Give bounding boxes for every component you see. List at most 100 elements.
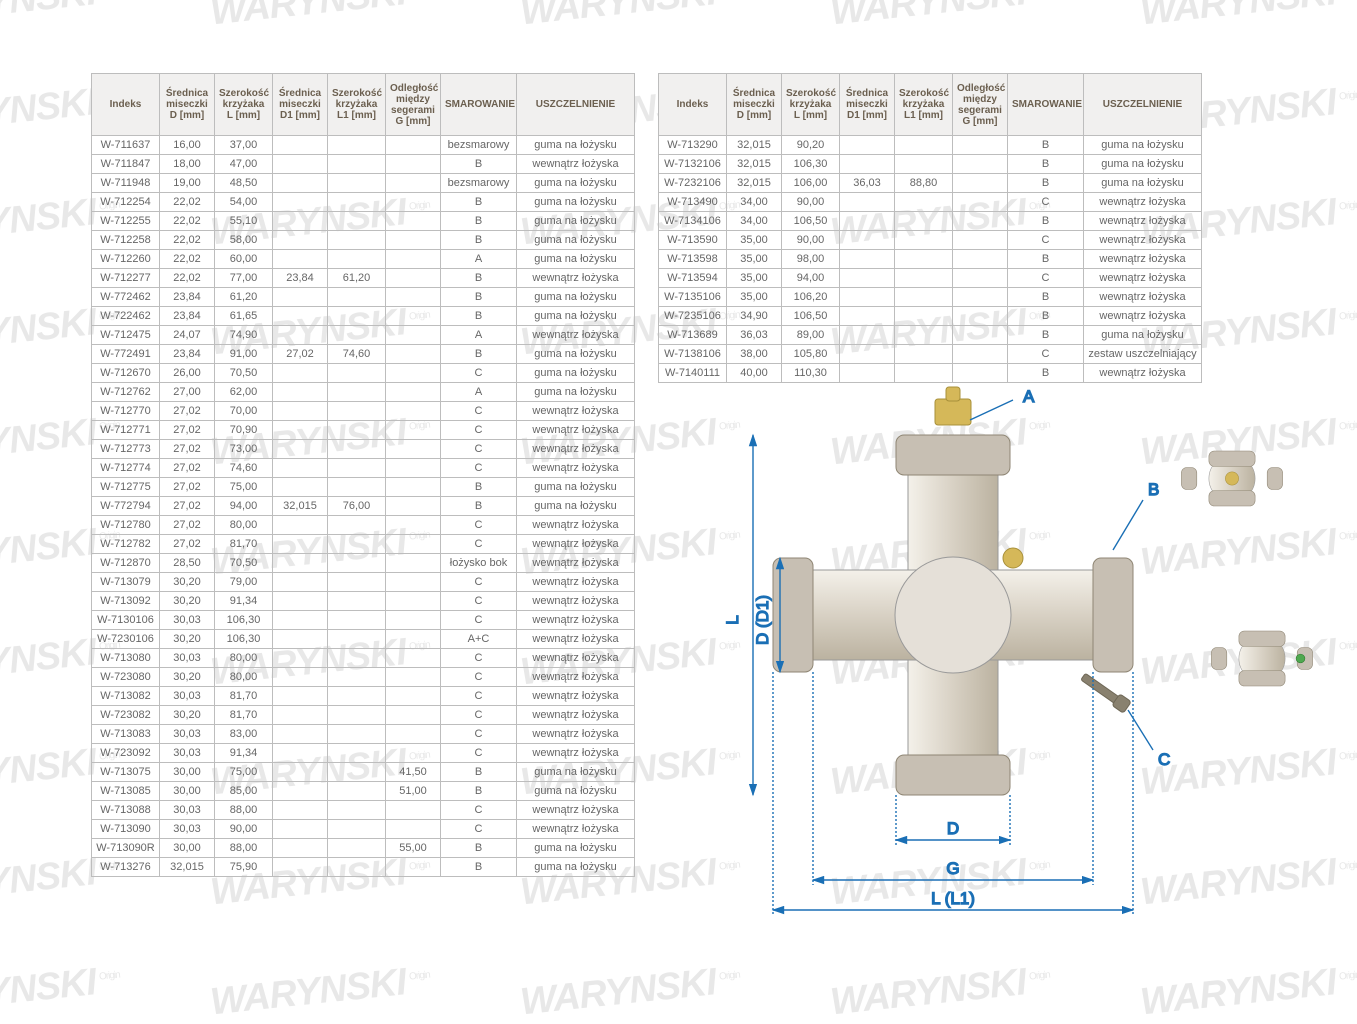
table-cell bbox=[840, 250, 895, 269]
table-cell bbox=[273, 573, 328, 592]
table-cell bbox=[953, 174, 1008, 193]
table-row: W-71308330,0383,00Cwewnątrz łożyska bbox=[92, 725, 635, 744]
col-header: Szerokość krzyżaka L [mm] bbox=[782, 74, 840, 136]
table-cell: W-712255 bbox=[92, 212, 160, 231]
table-row: W-71327632,01575,90Bguma na łożysku bbox=[92, 858, 635, 877]
table-cell bbox=[386, 592, 441, 611]
table-cell: 19,00 bbox=[160, 174, 215, 193]
col-header: SMAROWANIE bbox=[1008, 74, 1084, 136]
table-cell: guma na łożysku bbox=[517, 212, 635, 231]
table-cell bbox=[386, 858, 441, 877]
table-cell bbox=[386, 478, 441, 497]
table-cell bbox=[953, 250, 1008, 269]
table-cell: 90,00 bbox=[782, 231, 840, 250]
table-cell: C bbox=[441, 801, 517, 820]
table-cell: W-713290 bbox=[659, 136, 727, 155]
table-cell bbox=[273, 687, 328, 706]
table-cell: W-712771 bbox=[92, 421, 160, 440]
table-row: W-71287028,5070,50łożysko bokwewnątrz ło… bbox=[92, 554, 635, 573]
table-cell: 105,80 bbox=[782, 345, 840, 364]
table-cell: 23,84 bbox=[160, 307, 215, 326]
table-cell: W-713490 bbox=[659, 193, 727, 212]
table-cell bbox=[386, 820, 441, 839]
table-cell: 30,20 bbox=[160, 706, 215, 725]
table-cell bbox=[386, 402, 441, 421]
table-cell: C bbox=[1008, 345, 1084, 364]
table-row: W-71308030,0380,00Cwewnątrz łożyska bbox=[92, 649, 635, 668]
table-cell: W-712277 bbox=[92, 269, 160, 288]
table-cell: 70,50 bbox=[215, 554, 273, 573]
table-cell bbox=[386, 421, 441, 440]
table-cell: W-712780 bbox=[92, 516, 160, 535]
col-header: USZCZELNIENIE bbox=[517, 74, 635, 136]
table-cell: W-712870 bbox=[92, 554, 160, 573]
table-cell: W-7130106 bbox=[92, 611, 160, 630]
table-cell: 106,50 bbox=[782, 307, 840, 326]
table-cell bbox=[840, 269, 895, 288]
table-cell: wewnątrz łożyska bbox=[517, 535, 635, 554]
table-cell bbox=[328, 668, 386, 687]
table-cell bbox=[273, 763, 328, 782]
table-row: W-71349034,0090,00Cwewnątrz łożyska bbox=[659, 193, 1202, 212]
table-cell bbox=[273, 839, 328, 858]
table-cell bbox=[386, 725, 441, 744]
table-cell: 30,03 bbox=[160, 611, 215, 630]
table-cell bbox=[840, 345, 895, 364]
table-row: W-71277127,0270,90Cwewnątrz łożyska bbox=[92, 421, 635, 440]
table-cell: 37,00 bbox=[215, 136, 273, 155]
col-header: Indeks bbox=[92, 74, 160, 136]
table-cell bbox=[273, 516, 328, 535]
table-cell bbox=[386, 649, 441, 668]
table-cell: 106,50 bbox=[782, 212, 840, 231]
table-cell: W-711948 bbox=[92, 174, 160, 193]
table-cell bbox=[273, 326, 328, 345]
table-cell: 36,03 bbox=[840, 174, 895, 193]
table-cell: guma na łożysku bbox=[517, 136, 635, 155]
table-cell bbox=[328, 535, 386, 554]
table-row: W-71226022,0260,00Aguma na łożysku bbox=[92, 250, 635, 269]
table-cell: B bbox=[441, 193, 517, 212]
table-cell: 30,00 bbox=[160, 763, 215, 782]
table-cell: 34,00 bbox=[727, 212, 782, 231]
table-cell bbox=[840, 155, 895, 174]
table-row: W-71368936,0389,00Bguma na łożysku bbox=[659, 326, 1202, 345]
col-header: Średnica miseczki D1 [mm] bbox=[273, 74, 328, 136]
table-cell bbox=[386, 440, 441, 459]
table-cell: W-7232106 bbox=[659, 174, 727, 193]
table-cell: wewnątrz łożyska bbox=[517, 402, 635, 421]
table-cell: wewnątrz łożyska bbox=[1084, 288, 1202, 307]
specs-table-left: IndeksŚrednica miseczki D [mm]Szerokość … bbox=[91, 73, 635, 877]
table-cell: 22,02 bbox=[160, 269, 215, 288]
table-cell: B bbox=[1008, 326, 1084, 345]
col-header: Średnica miseczki D [mm] bbox=[160, 74, 215, 136]
table-cell: W-712762 bbox=[92, 383, 160, 402]
table-row: W-71359435,0094,00Cwewnątrz łożyska bbox=[659, 269, 1202, 288]
table-row: W-71359035,0090,00Cwewnątrz łożyska bbox=[659, 231, 1202, 250]
table-cell bbox=[953, 155, 1008, 174]
table-cell bbox=[273, 801, 328, 820]
table-cell: 30,20 bbox=[160, 592, 215, 611]
table-cell bbox=[328, 839, 386, 858]
table-cell bbox=[328, 307, 386, 326]
table-cell: W-712258 bbox=[92, 231, 160, 250]
dim-A: A bbox=[1023, 387, 1035, 406]
table-row: W-71225522,0255,10Bguma na łożysku bbox=[92, 212, 635, 231]
table-cell: 36,03 bbox=[727, 326, 782, 345]
table-cell bbox=[953, 269, 1008, 288]
table-cell bbox=[273, 744, 328, 763]
table-cell: 22,02 bbox=[160, 250, 215, 269]
table-cell: B bbox=[441, 497, 517, 516]
table-cell: W-723082 bbox=[92, 706, 160, 725]
table-cell: guma na łożysku bbox=[517, 497, 635, 516]
table-cell: B bbox=[1008, 136, 1084, 155]
table-cell: 30,00 bbox=[160, 839, 215, 858]
table-cell bbox=[273, 782, 328, 801]
table-row: W-71194819,0048,50bezsmarowyguma na łoży… bbox=[92, 174, 635, 193]
table-cell: 83,00 bbox=[215, 725, 273, 744]
table-cell: B bbox=[441, 212, 517, 231]
table-cell: 32,015 bbox=[160, 858, 215, 877]
table-cell: 74,60 bbox=[328, 345, 386, 364]
table-cell bbox=[273, 858, 328, 877]
table-row: W-77246223,8461,20Bguma na łożysku bbox=[92, 288, 635, 307]
table-cell bbox=[953, 345, 1008, 364]
